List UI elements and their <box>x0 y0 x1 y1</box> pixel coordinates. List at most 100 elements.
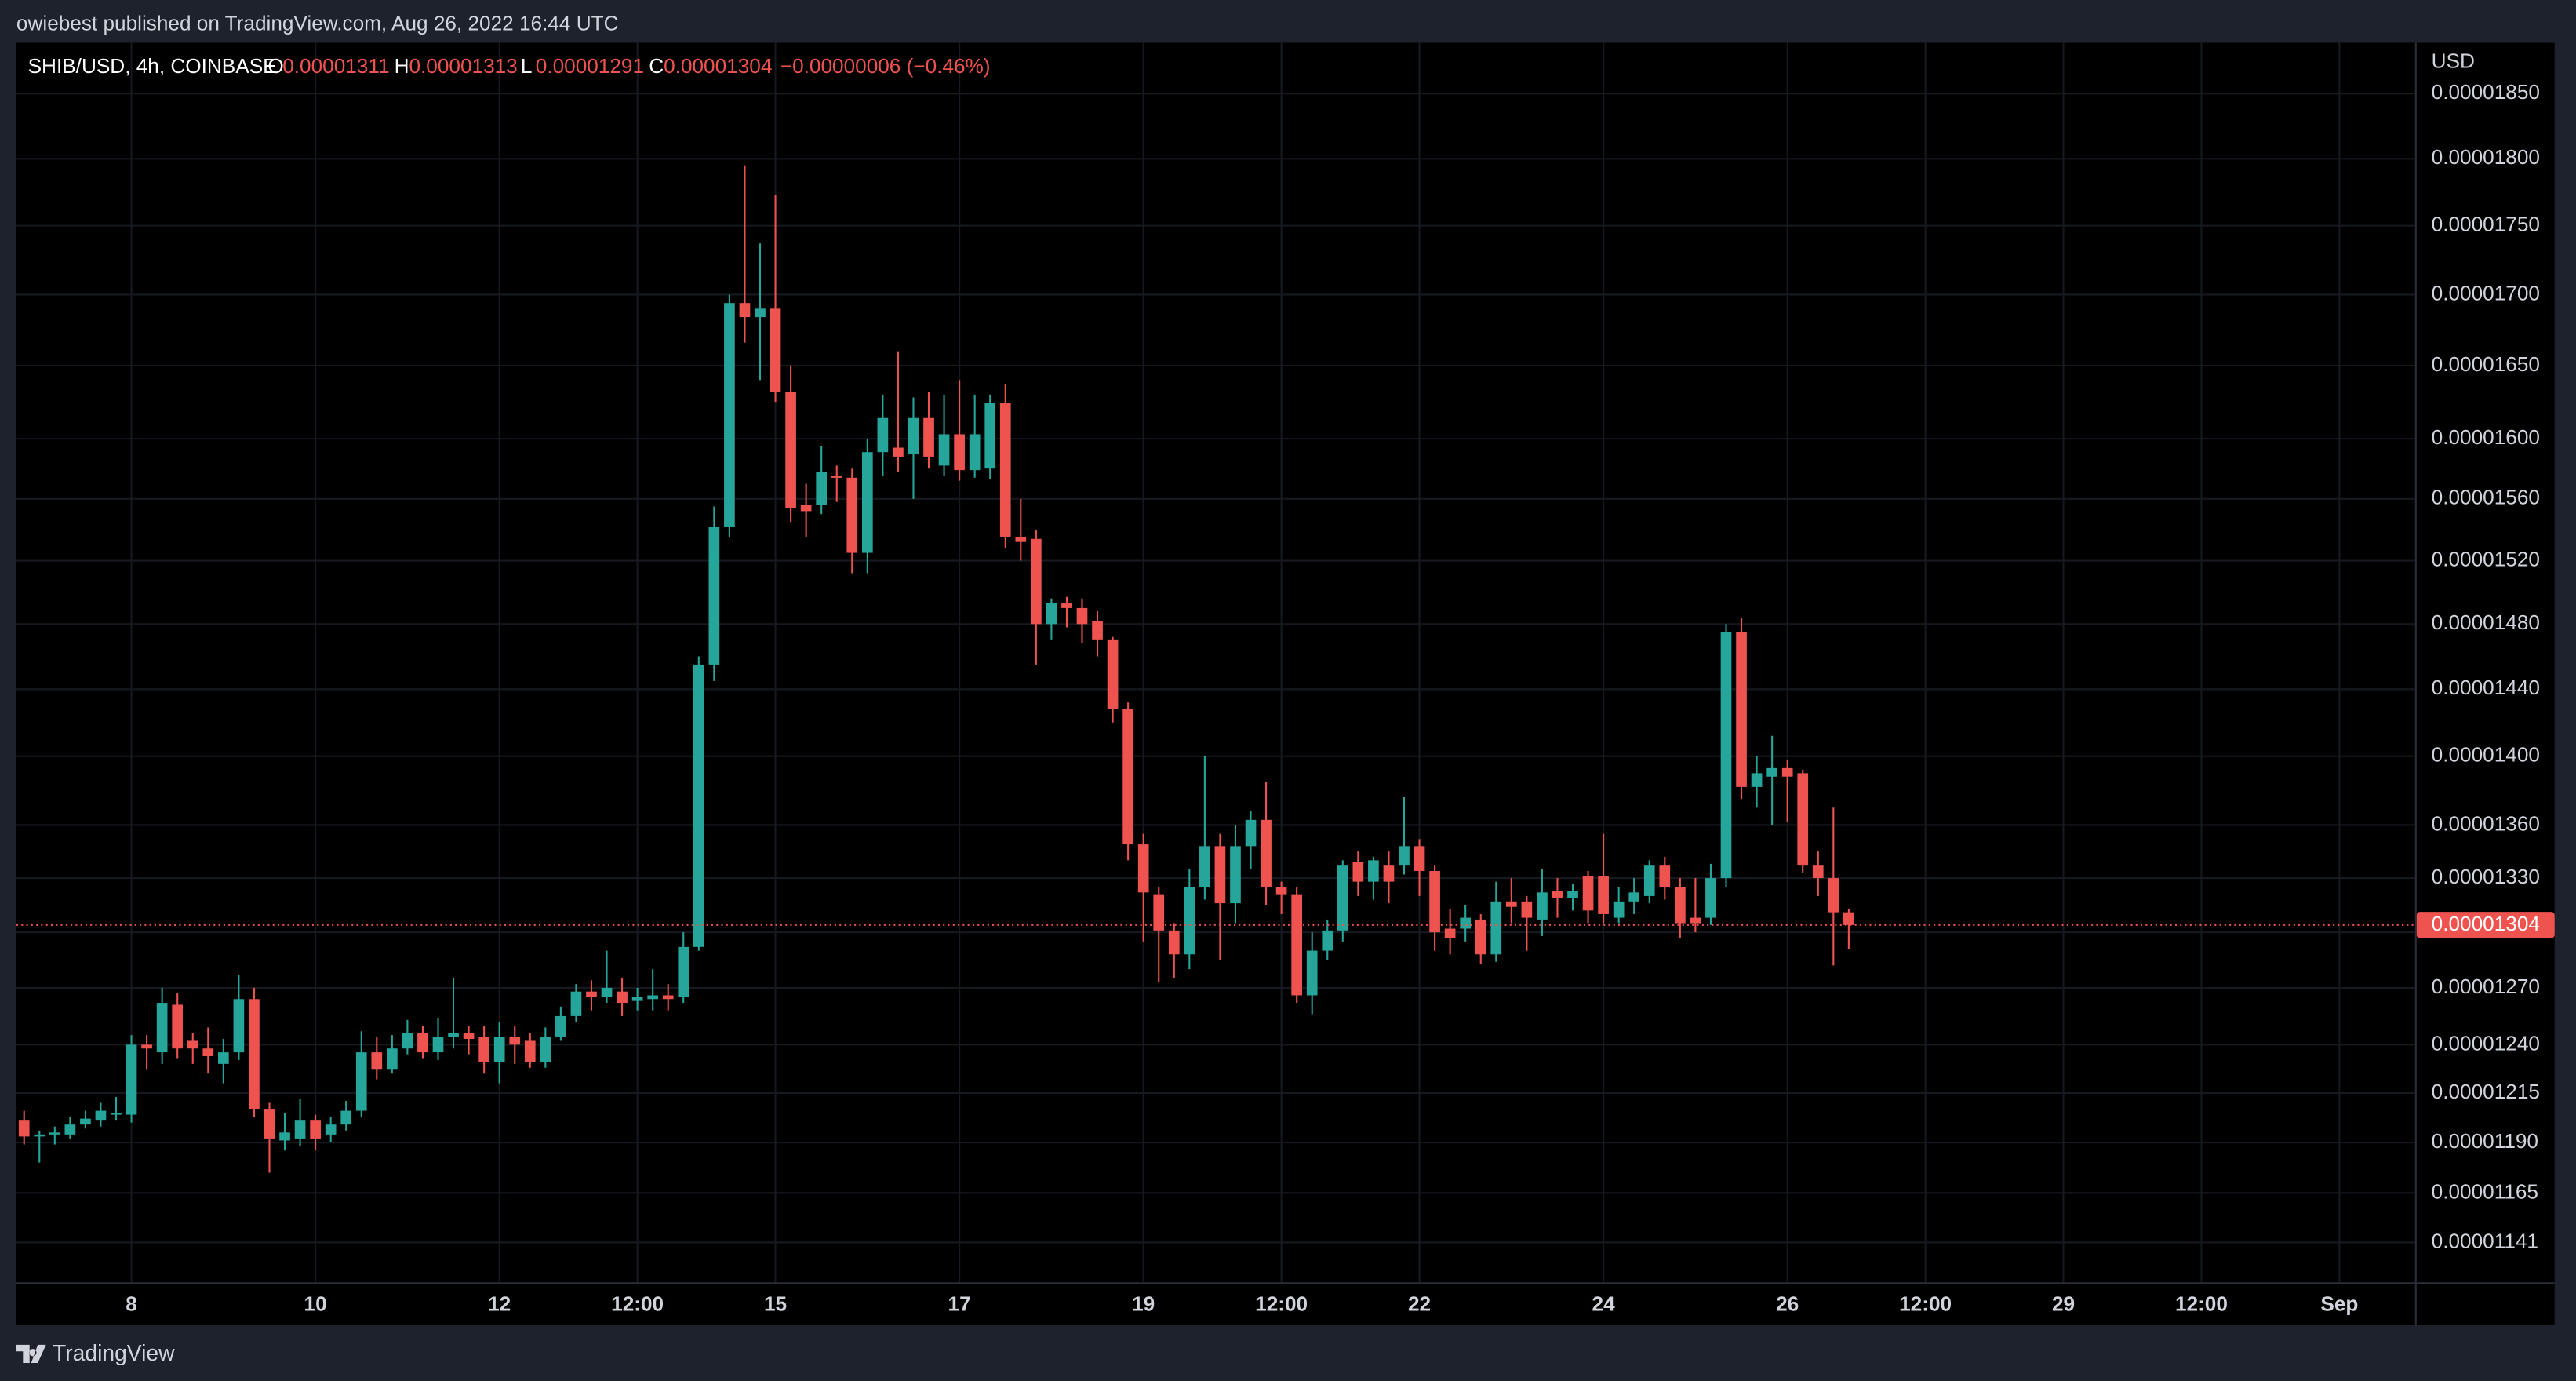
candle-body <box>249 999 260 1110</box>
candle-body <box>1690 917 1701 924</box>
candle-body <box>1245 819 1257 847</box>
candle-body <box>586 991 597 997</box>
candle-body <box>908 417 919 454</box>
y-tick-label: 0.00001240 <box>2432 1031 2540 1055</box>
candle-body <box>1797 773 1809 866</box>
ohlc-letter: H <box>395 54 409 78</box>
candle-body <box>647 995 659 1000</box>
candle-body <box>156 1003 168 1053</box>
candle-body <box>755 308 766 318</box>
x-tick-label: Sep <box>2320 1292 2358 1316</box>
candle-body <box>540 1037 551 1062</box>
candle-body <box>631 997 643 1001</box>
candle-body <box>1490 901 1502 955</box>
ohlc-letter: O <box>267 54 283 78</box>
candle-body <box>1337 865 1348 931</box>
y-tick-label: 0.00001600 <box>2432 425 2540 449</box>
candle-body <box>570 991 582 1016</box>
candle-body <box>217 1052 229 1064</box>
logo-icon <box>16 1344 46 1363</box>
ohlc-value: 0.00001304 <box>664 54 772 78</box>
candle-body <box>1107 639 1119 709</box>
candle-body <box>954 434 965 471</box>
candle-body <box>1460 917 1472 929</box>
candle-body <box>355 1052 367 1111</box>
candle-body <box>1628 892 1640 902</box>
candle-body <box>770 308 781 392</box>
x-tick-label: 10 <box>304 1292 327 1316</box>
candle-body <box>555 1015 566 1037</box>
candles <box>18 165 1854 1173</box>
candle-body <box>1552 891 1563 898</box>
candle-body <box>923 417 934 457</box>
candle-body <box>126 1044 137 1115</box>
candle-body <box>34 1134 45 1137</box>
candle-body <box>524 1040 536 1062</box>
candle-body <box>678 946 689 997</box>
candle-body <box>693 664 704 947</box>
candle-body <box>1031 538 1042 625</box>
candle-body <box>617 991 628 1004</box>
candle-body <box>831 476 842 478</box>
candle-body <box>1720 632 1732 879</box>
candle-body <box>95 1110 107 1121</box>
candle-body <box>1291 894 1303 996</box>
y-tick-label: 0.00001270 <box>2432 975 2540 998</box>
published-note: owiebest published on TradingView.com, A… <box>16 11 619 35</box>
x-tick-label: 22 <box>1408 1292 1431 1316</box>
candle-body <box>1675 887 1686 924</box>
candle-body <box>432 1037 444 1053</box>
ohlc-letter: L <box>521 54 533 78</box>
candle-body <box>861 452 873 553</box>
x-tick-label: 15 <box>764 1292 787 1316</box>
ohlc-letter: C <box>649 54 664 78</box>
ohlc-value: 0.00001313 <box>409 54 518 78</box>
candle-body <box>1168 930 1180 955</box>
candle-body <box>1444 928 1456 938</box>
candle-body <box>1383 865 1395 882</box>
y-tick-label: 0.00001750 <box>2432 213 2540 236</box>
candle-body <box>846 477 858 553</box>
candle-body <box>463 1033 475 1040</box>
candle-body <box>264 1109 275 1139</box>
x-tick-label: 12:00 <box>1899 1292 1952 1316</box>
candle-body <box>1505 901 1517 907</box>
x-tick-label: 12 <box>488 1292 511 1316</box>
x-tick-label: 12:00 <box>1255 1292 1308 1316</box>
candle-body <box>1015 537 1027 542</box>
candle-body <box>1306 950 1318 996</box>
candle-body <box>724 303 735 527</box>
y-tick-label: 0.00001700 <box>2432 281 2540 304</box>
candle-body <box>877 417 889 453</box>
candle-body <box>969 434 981 471</box>
candle-body <box>509 1037 521 1045</box>
candle-body <box>340 1110 352 1125</box>
y-tick-label: 0.00001440 <box>2432 676 2540 699</box>
y-tick-label: 0.00001360 <box>2432 811 2540 835</box>
last-price-box <box>2416 912 2555 938</box>
candle-body <box>493 1037 505 1062</box>
candle-body <box>1076 607 1088 625</box>
x-tick-label: 26 <box>1776 1292 1799 1316</box>
candle-body <box>1368 860 1379 882</box>
candle-body <box>1214 846 1226 904</box>
candle-body <box>1046 603 1057 625</box>
candle-body <box>141 1044 152 1049</box>
candle-body <box>662 995 674 1000</box>
change: −0.00000006 (−0.46%) <box>780 54 991 78</box>
candle-body <box>1537 892 1548 920</box>
y-tick-label: 0.00001141 <box>2432 1229 2538 1252</box>
y-tick-label: 0.00001850 <box>2432 80 2540 104</box>
x-tick-label: 12:00 <box>2175 1292 2228 1316</box>
x-tick-label: 17 <box>948 1292 971 1316</box>
y-tick-label: 0.00001215 <box>2432 1080 2540 1103</box>
brand: TradingView <box>53 1340 175 1365</box>
y-tick-label: 0.00001400 <box>2432 743 2540 767</box>
candle-body <box>1429 870 1440 933</box>
candle-body <box>708 526 720 665</box>
x-tick-label: 12:00 <box>611 1292 664 1316</box>
candle-body <box>1766 767 1777 777</box>
candle-body <box>1352 862 1364 882</box>
candle-body <box>371 1052 383 1070</box>
